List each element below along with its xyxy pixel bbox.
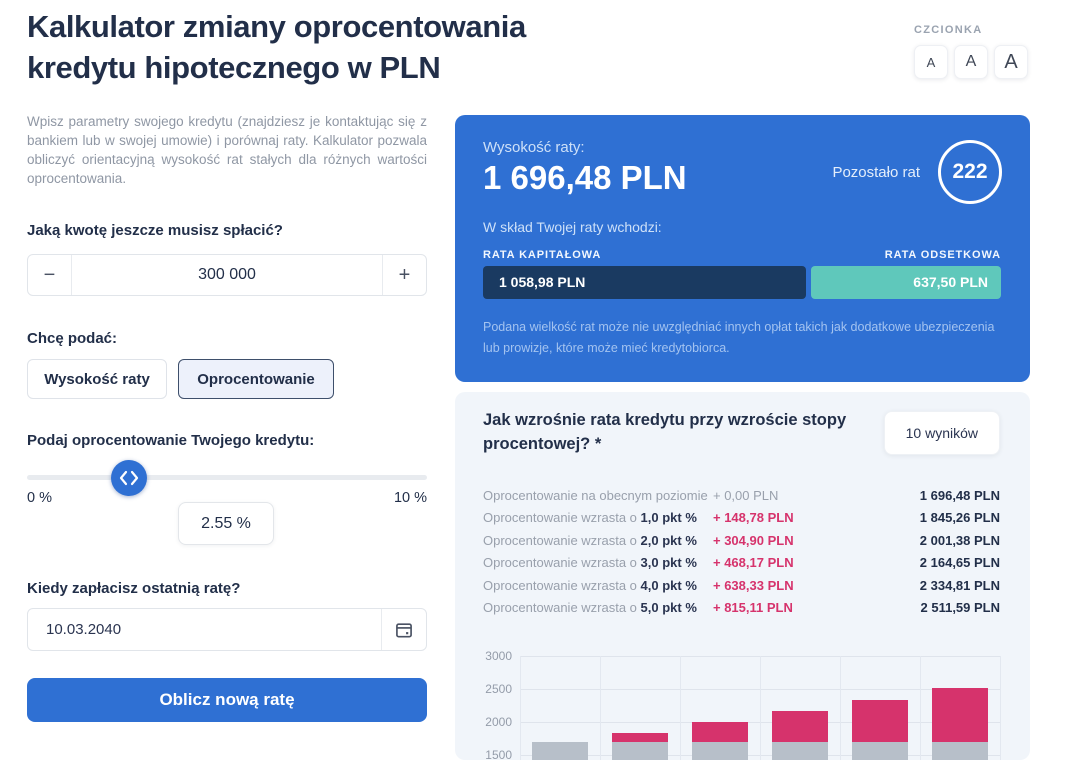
results-count-dropdown[interactable]: 10 wyników bbox=[883, 411, 1000, 455]
table-row: Oprocentowanie wzrasta o 4,0 pkt % + 638,… bbox=[483, 574, 1000, 597]
chart-bar-base bbox=[692, 742, 748, 760]
calculate-button[interactable]: Oblicz nową ratę bbox=[27, 678, 427, 722]
mode-label: Chcę podać: bbox=[27, 330, 118, 347]
amount-decrease-button[interactable]: − bbox=[28, 255, 72, 295]
interest-bar: 637,50 PLN bbox=[811, 266, 1001, 299]
chart-bar-increase bbox=[932, 688, 988, 743]
mode-option-interest-rate[interactable]: Oprocentowanie bbox=[178, 359, 334, 399]
results-heading: Jak wzrośnie rata kredytu przy wzroście … bbox=[483, 411, 847, 453]
rate-label: Podaj oprocentowanie Twojego kredytu: bbox=[27, 432, 315, 449]
page-title-line1: Kalkulator zmiany oprocentowania bbox=[27, 9, 526, 44]
row-label: Oprocentowanie wzrasta o 2,0 pkt % bbox=[483, 532, 697, 548]
results-table: Oprocentowanie na obecnym poziomie + 0,00… bbox=[483, 484, 1000, 619]
chart-bar-base bbox=[532, 742, 588, 760]
table-row: Oprocentowanie wzrasta o 1,0 pkt % + 148,… bbox=[483, 507, 1000, 530]
remaining-installments: Pozostało rat 222 bbox=[832, 137, 1002, 207]
rate-slider bbox=[27, 460, 427, 496]
installment-label: Wysokość raty: bbox=[483, 139, 585, 156]
page-title-line2: kredytu hipotecznego w PLN bbox=[27, 50, 441, 85]
row-label: Oprocentowanie wzrasta o 4,0 pkt % bbox=[483, 577, 697, 593]
date-value[interactable]: 10.03.2040 bbox=[46, 621, 122, 638]
row-change: + 148,78 PLN bbox=[713, 510, 794, 526]
table-row: Oprocentowanie wzrasta o 2,0 pkt % + 304,… bbox=[483, 529, 1000, 552]
gridline bbox=[680, 656, 681, 760]
remaining-label: Pozostało rat bbox=[832, 163, 920, 181]
row-change: + 0,00 PLN bbox=[713, 487, 779, 503]
chart-bar-base bbox=[772, 742, 828, 760]
breakdown-bar-labels: RATA KAPITAŁOWA RATA ODSETKOWA bbox=[483, 249, 1001, 261]
capital-label: RATA KAPITAŁOWA bbox=[483, 249, 602, 261]
row-total: 2 511,59 PLN bbox=[920, 600, 1001, 616]
font-size-controls: CZCIONKA A A A bbox=[914, 24, 1028, 79]
chevrons-icon bbox=[119, 470, 139, 486]
row-label: Oprocentowanie wzrasta o 5,0 pkt % bbox=[483, 600, 697, 616]
gridline bbox=[1000, 656, 1001, 760]
results-section: Jak wzrośnie rata kredytu przy wzroście … bbox=[455, 392, 1030, 760]
y-axis-tick: 1500 bbox=[485, 748, 512, 760]
table-row: Oprocentowanie wzrasta o 3,0 pkt % + 468,… bbox=[483, 552, 1000, 575]
row-change: + 304,90 PLN bbox=[713, 532, 794, 548]
breakdown-bars: 1 058,98 PLN 637,50 PLN bbox=[483, 266, 1001, 299]
calendar-button[interactable] bbox=[381, 609, 426, 650]
chart-bar-increase bbox=[692, 722, 748, 743]
chart-bar-increase bbox=[772, 711, 828, 743]
interest-label: RATA ODSETKOWA bbox=[884, 249, 1001, 261]
font-size-large-button[interactable]: A bbox=[994, 45, 1028, 79]
row-change: + 815,11 PLN bbox=[713, 600, 793, 616]
rate-slider-track[interactable] bbox=[27, 475, 427, 480]
row-change: + 638,33 PLN bbox=[713, 577, 794, 593]
slider-handle[interactable] bbox=[111, 460, 147, 496]
chart-bar-increase bbox=[612, 732, 668, 743]
font-size-label: CZCIONKA bbox=[914, 24, 983, 36]
calendar-icon bbox=[396, 622, 412, 637]
y-axis-tick: 2000 bbox=[485, 715, 512, 730]
table-row: Oprocentowanie wzrasta o 5,0 pkt % + 815,… bbox=[483, 597, 1000, 620]
gridline bbox=[920, 656, 921, 760]
breakdown-label: W skład Twojej raty wchodzi: bbox=[483, 219, 662, 235]
amount-input[interactable]: 300 000 bbox=[198, 266, 256, 283]
amount-increase-button[interactable]: + bbox=[382, 255, 426, 295]
row-total: 2 164,65 PLN bbox=[919, 555, 1000, 571]
rate-value-input[interactable]: 2.55 % bbox=[178, 502, 274, 545]
gridline bbox=[760, 656, 761, 760]
font-size-small-button[interactable]: A bbox=[914, 45, 948, 79]
intro-text: Wpisz parametry swojego kredytu (znajdzi… bbox=[27, 114, 427, 186]
date-field[interactable]: 10.03.2040 bbox=[27, 608, 427, 651]
amount-stepper: − 300 000 + bbox=[27, 254, 427, 296]
summary-card: Wysokość raty: 1 696,48 PLN Pozostało ra… bbox=[455, 115, 1030, 382]
row-label: Oprocentowanie na obecnym poziomie bbox=[483, 487, 708, 503]
rate-slider-range: 0 % 10 % bbox=[27, 490, 427, 506]
mode-toggle-group: Wysokość raty Oprocentowanie bbox=[27, 359, 334, 399]
row-total: 2 334,81 PLN bbox=[919, 577, 1000, 593]
card-disclaimer: Podana wielkość rat może nie uwzględniać… bbox=[483, 320, 995, 355]
amount-label: Jaką kwotę jeszcze musisz spłacić? bbox=[27, 222, 283, 239]
row-total: 2 001,38 PLN bbox=[919, 532, 1000, 548]
remaining-count-badge: 222 bbox=[938, 140, 1002, 204]
row-total: 1 696,48 PLN bbox=[919, 487, 1000, 503]
chart-bar-base bbox=[612, 742, 668, 760]
chart-bar-increase bbox=[852, 700, 908, 743]
gridline bbox=[520, 656, 521, 760]
gridline bbox=[840, 656, 841, 760]
page-title: Kalkulator zmiany oprocentowania kredytu… bbox=[27, 6, 526, 88]
table-row: Oprocentowanie na obecnym poziomie + 0,00… bbox=[483, 484, 1000, 507]
mode-option-installment[interactable]: Wysokość raty bbox=[27, 359, 167, 399]
rate-max-label: 10 % bbox=[393, 490, 427, 506]
chart-bar-base bbox=[852, 742, 908, 760]
capital-bar: 1 058,98 PLN bbox=[483, 266, 807, 299]
chart-bar-base bbox=[932, 742, 988, 760]
row-change: + 468,17 PLN bbox=[713, 555, 794, 571]
y-axis-tick: 3000 bbox=[485, 649, 512, 663]
rate-min-label: 0 % bbox=[27, 490, 52, 506]
row-total: 1 845,26 PLN bbox=[919, 510, 1000, 526]
chart-plot: 3000 2500 2000 1500 bbox=[485, 649, 1001, 760]
gridline bbox=[600, 656, 601, 760]
row-label: Oprocentowanie wzrasta o 1,0 pkt % bbox=[483, 510, 697, 526]
date-label: Kiedy zapłacisz ostatnią ratę? bbox=[27, 580, 241, 597]
y-axis-tick: 2500 bbox=[485, 682, 512, 697]
installment-value: 1 696,48 PLN bbox=[483, 159, 687, 196]
row-label: Oprocentowanie wzrasta o 3,0 pkt % bbox=[483, 555, 697, 571]
font-size-medium-button[interactable]: A bbox=[954, 45, 988, 79]
